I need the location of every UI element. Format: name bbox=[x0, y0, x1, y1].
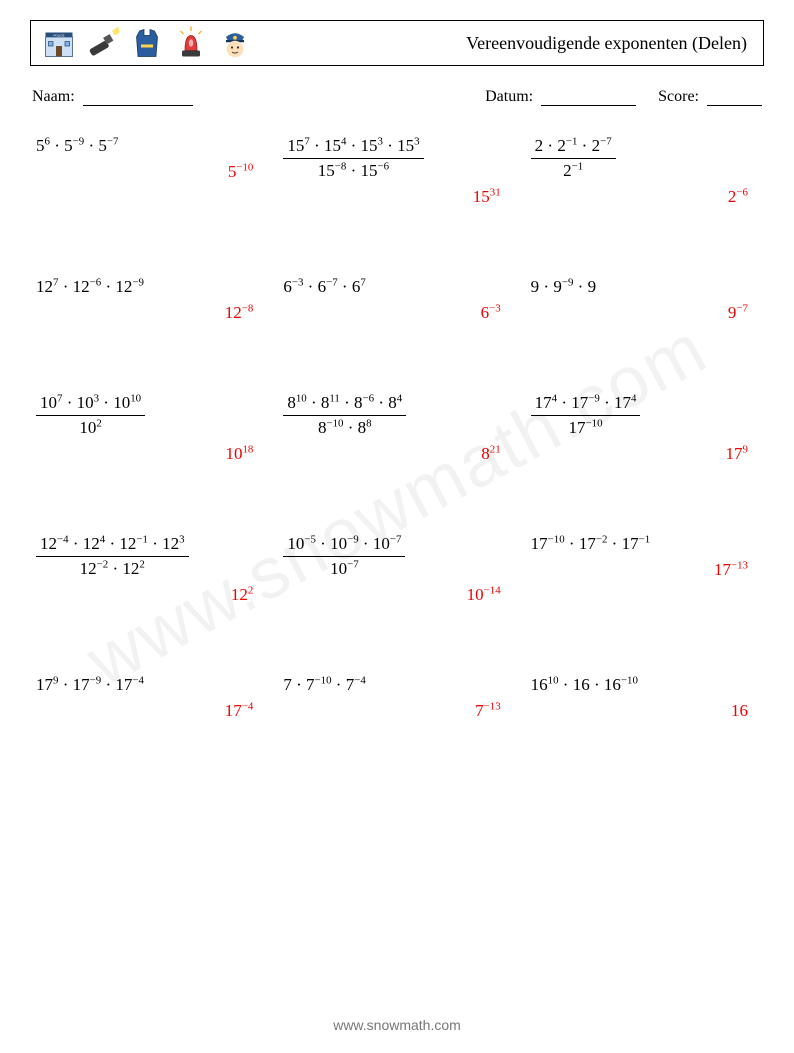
expression: 157 · 154 · 153 · 15315−8 · 15−6 bbox=[283, 136, 510, 181]
date-blank bbox=[541, 88, 636, 106]
expression: 7 · 7−10 · 7−4 bbox=[283, 675, 510, 695]
denominator: 17−10 bbox=[531, 415, 641, 438]
meta-row: Naam: Datum: Score: bbox=[30, 88, 764, 106]
meta-name: Naam: bbox=[32, 88, 485, 106]
numerator: 157 · 154 · 153 · 153 bbox=[283, 136, 423, 158]
answer: 5−10 bbox=[36, 162, 263, 182]
siren-light-icon bbox=[173, 25, 209, 61]
numerator: 10−5 · 10−9 · 10−7 bbox=[283, 534, 405, 556]
footer: www.snowmath.com bbox=[0, 1017, 794, 1033]
denominator: 10−7 bbox=[283, 556, 405, 579]
expression: 2 · 2−1 · 2−72−1 bbox=[531, 136, 758, 181]
expression: 127 · 12−6 · 12−9 bbox=[36, 277, 263, 297]
numerator: 2 · 2−1 · 2−7 bbox=[531, 136, 616, 158]
problem: 9 · 9−9 · 9 9−7 bbox=[531, 277, 758, 323]
numerator: 810 · 811 · 8−6 · 84 bbox=[283, 393, 406, 415]
answer: 9−7 bbox=[531, 303, 758, 323]
name-label: Naam: bbox=[32, 88, 75, 105]
date-label: Datum: bbox=[485, 88, 533, 105]
fraction: 107 · 103 · 1010102 bbox=[36, 393, 145, 438]
score-label: Score: bbox=[658, 88, 699, 105]
problem: 12−4 · 124 · 12−1 · 12312−2 · 122 122 bbox=[36, 534, 263, 605]
expression: 810 · 811 · 8−6 · 848−10 · 88 bbox=[283, 393, 510, 438]
product: 7 · 7−10 · 7−4 bbox=[283, 675, 365, 695]
product: 9 · 9−9 · 9 bbox=[531, 277, 596, 297]
expression: 9 · 9−9 · 9 bbox=[531, 277, 758, 297]
problem: 174 · 17−9 · 17417−10 179 bbox=[531, 393, 758, 464]
expression: 10−5 · 10−9 · 10−710−7 bbox=[283, 534, 510, 579]
expression: 56 · 5−9 · 5−7 bbox=[36, 136, 263, 156]
problem: 10−5 · 10−9 · 10−710−7 10−14 bbox=[283, 534, 510, 605]
numerator: 12−4 · 124 · 12−1 · 123 bbox=[36, 534, 189, 556]
problem: 157 · 154 · 153 · 15315−8 · 15−6 1531 bbox=[283, 136, 510, 207]
product: 56 · 5−9 · 5−7 bbox=[36, 136, 118, 156]
problem: 6−3 · 6−7 · 67 6−3 bbox=[283, 277, 510, 323]
flashlight-icon bbox=[85, 25, 121, 61]
denominator: 8−10 · 88 bbox=[283, 415, 406, 438]
product: 17−10 · 17−2 · 17−1 bbox=[531, 534, 651, 554]
problem: 56 · 5−9 · 5−7 5−10 bbox=[36, 136, 263, 207]
header-icons: POLICE bbox=[41, 25, 253, 61]
answer: 821 bbox=[283, 444, 510, 464]
product: 127 · 12−6 · 12−9 bbox=[36, 277, 144, 297]
problem: 179 · 17−9 · 17−4 17−4 bbox=[36, 675, 263, 721]
problem: 7 · 7−10 · 7−4 7−13 bbox=[283, 675, 510, 721]
expression: 174 · 17−9 · 17417−10 bbox=[531, 393, 758, 438]
fraction: 174 · 17−9 · 17417−10 bbox=[531, 393, 641, 438]
problem: 17−10 · 17−2 · 17−1 17−13 bbox=[531, 534, 758, 605]
problem: 2 · 2−1 · 2−72−1 2−6 bbox=[531, 136, 758, 207]
problem: 107 · 103 · 1010102 1018 bbox=[36, 393, 263, 464]
fraction: 10−5 · 10−9 · 10−710−7 bbox=[283, 534, 405, 579]
header-box: POLICE bbox=[30, 20, 764, 66]
fraction: 2 · 2−1 · 2−72−1 bbox=[531, 136, 616, 181]
denominator: 15−8 · 15−6 bbox=[283, 158, 423, 181]
expression: 1610 · 16 · 16−10 bbox=[531, 675, 758, 695]
score-blank bbox=[707, 88, 762, 106]
problems-grid: 56 · 5−9 · 5−75−10157 · 154 · 153 · 1531… bbox=[30, 136, 764, 721]
police-vest-icon bbox=[129, 25, 165, 61]
name-blank bbox=[83, 88, 193, 106]
numerator: 107 · 103 · 1010 bbox=[36, 393, 145, 415]
problem: 810 · 811 · 8−6 · 848−10 · 88 821 bbox=[283, 393, 510, 464]
denominator: 2−1 bbox=[531, 158, 616, 181]
problem: 1610 · 16 · 16−10 16 bbox=[531, 675, 758, 721]
numerator: 174 · 17−9 · 174 bbox=[531, 393, 641, 415]
denominator: 12−2 · 122 bbox=[36, 556, 189, 579]
fraction: 12−4 · 124 · 12−1 · 12312−2 · 122 bbox=[36, 534, 189, 579]
answer: 7−13 bbox=[283, 701, 510, 721]
answer: 2−6 bbox=[531, 187, 758, 207]
police-station-icon: POLICE bbox=[41, 25, 77, 61]
expression: 17−10 · 17−2 · 17−1 bbox=[531, 534, 758, 554]
answer: 10−14 bbox=[283, 585, 510, 605]
answer: 17−4 bbox=[36, 701, 263, 721]
meta-score: Score: bbox=[658, 88, 762, 106]
product: 179 · 17−9 · 17−4 bbox=[36, 675, 144, 695]
problem: 127 · 12−6 · 12−9 12−8 bbox=[36, 277, 263, 323]
answer: 6−3 bbox=[283, 303, 510, 323]
answer: 17−13 bbox=[531, 560, 758, 580]
fraction: 810 · 811 · 8−6 · 848−10 · 88 bbox=[283, 393, 406, 438]
fraction: 157 · 154 · 153 · 15315−8 · 15−6 bbox=[283, 136, 423, 181]
answer: 122 bbox=[36, 585, 263, 605]
answer: 179 bbox=[531, 444, 758, 464]
svg-text:POLICE: POLICE bbox=[53, 33, 64, 37]
expression: 107 · 103 · 1010102 bbox=[36, 393, 263, 438]
police-officer-icon bbox=[217, 25, 253, 61]
meta-date: Datum: bbox=[485, 88, 636, 106]
answer: 16 bbox=[531, 701, 758, 721]
answer: 1531 bbox=[283, 187, 510, 207]
answer: 1018 bbox=[36, 444, 263, 464]
expression: 6−3 · 6−7 · 67 bbox=[283, 277, 510, 297]
expression: 179 · 17−9 · 17−4 bbox=[36, 675, 263, 695]
product: 6−3 · 6−7 · 67 bbox=[283, 277, 365, 297]
expression: 12−4 · 124 · 12−1 · 12312−2 · 122 bbox=[36, 534, 263, 579]
worksheet-title: Vereenvoudigende exponenten (Delen) bbox=[466, 33, 753, 54]
denominator: 102 bbox=[36, 415, 145, 438]
product: 1610 · 16 · 16−10 bbox=[531, 675, 638, 695]
answer: 12−8 bbox=[36, 303, 263, 323]
